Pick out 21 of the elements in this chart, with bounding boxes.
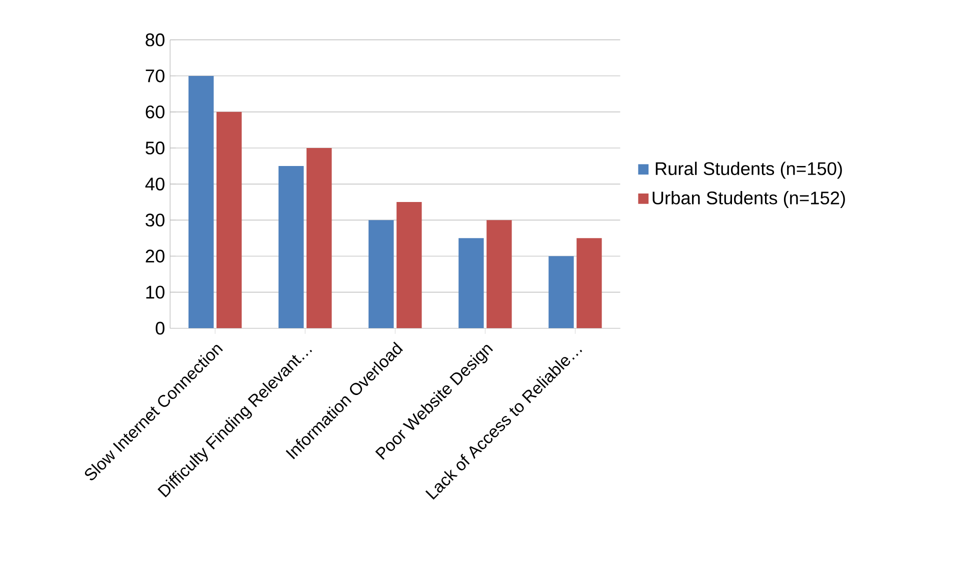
y-tick-label: 10 [146, 286, 164, 299]
y-tick-label: 50 [146, 141, 164, 154]
bar [188, 76, 214, 328]
y-tick-label: 70 [146, 69, 164, 82]
bar [576, 238, 602, 328]
bar [368, 220, 394, 328]
bar [396, 202, 422, 328]
bar [306, 148, 332, 328]
y-tick-label: 60 [146, 105, 164, 118]
y-tick-label: 30 [146, 214, 164, 226]
legend-label: Rural Students (n=150) [656, 162, 842, 179]
bar [278, 166, 304, 328]
legend-label: Urban Students (n=152) [652, 190, 845, 208]
y-tick-label: 40 [145, 178, 164, 190]
bar [486, 220, 512, 328]
bar [216, 112, 242, 328]
y-tick-label: 20 [146, 250, 164, 262]
y-tick-label: 0 [156, 322, 164, 335]
bar [548, 256, 574, 328]
y-tick-label: 80 [146, 33, 164, 46]
bar [458, 238, 484, 328]
